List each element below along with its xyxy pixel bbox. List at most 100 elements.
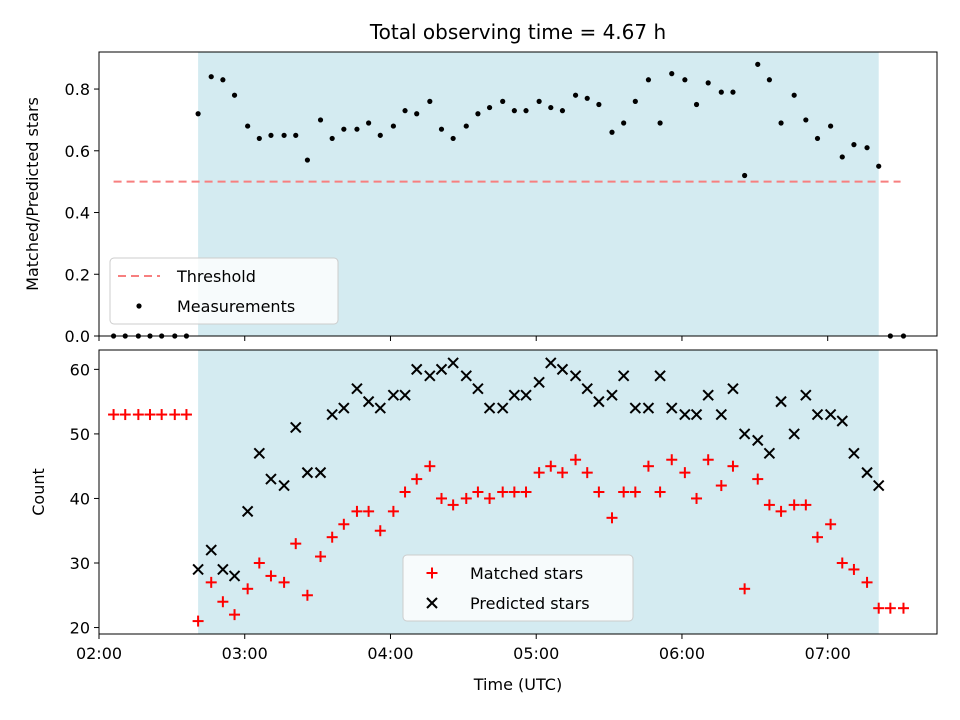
matched-star-point (387, 505, 399, 517)
measurement-point (682, 77, 688, 83)
y-tick-label: 0.0 (65, 327, 90, 346)
predicted-star-point (679, 408, 691, 421)
bottom-x-ticks: 02:00 03:00 04:00 05:00 06:00 07:00 (76, 634, 851, 663)
predicted-star-point (872, 479, 885, 492)
matched-star-point (180, 409, 192, 421)
predicted-star-point (290, 421, 302, 434)
matched-star-point (679, 467, 691, 479)
matched-star-point (727, 460, 739, 472)
measurement-point (596, 101, 602, 108)
matched-star-point (253, 557, 265, 569)
y-tick-label: 0.8 (65, 80, 90, 99)
measurement-point (427, 98, 433, 104)
predicted-star-point (702, 389, 714, 401)
predicted-star-point (775, 395, 787, 408)
matched-star-point (520, 486, 532, 498)
matched-star-point (606, 512, 618, 524)
predicted-star-point (399, 389, 411, 401)
legend-plus-marker (426, 567, 438, 579)
predicted-star-point (278, 479, 290, 492)
x-tick-label: 06:00 (659, 644, 705, 663)
measurement-point (366, 120, 372, 126)
predicted-star-point (569, 370, 582, 382)
predicted-star-point (861, 466, 873, 479)
predicted-star-point (606, 389, 618, 401)
top-y-ticks: 0.0 0.2 0.4 0.6 0.8 (65, 80, 99, 346)
y-tick-label: 30 (70, 554, 90, 573)
predicted-star-point (715, 408, 728, 421)
matched-star-point (108, 409, 120, 421)
matched-star-point (217, 596, 229, 608)
measurement-point (500, 98, 506, 104)
predicted-star-point (424, 370, 436, 382)
predicted-star-point (411, 363, 423, 376)
y-tick-label: 0.4 (65, 204, 90, 223)
bottom-y-axis-label: Count (29, 468, 48, 516)
matched-star-point (192, 615, 204, 627)
matched-star-point (593, 486, 605, 498)
measurement-point (341, 126, 347, 132)
matched-star-point (156, 409, 168, 421)
measurement-point (851, 142, 857, 148)
measurement-point (742, 172, 748, 179)
matched-star-point (629, 486, 641, 498)
matched-star-point (278, 576, 290, 588)
predicted-star-point (520, 389, 532, 401)
predicted-star-point (314, 466, 327, 479)
matched-star-point (848, 563, 860, 575)
y-tick-label: 20 (70, 619, 90, 638)
predicted-star-point (228, 570, 241, 582)
measurement-point (814, 135, 821, 142)
matched-star-point (205, 576, 217, 588)
matched-star-point (484, 492, 496, 504)
top-legend-box (109, 257, 339, 325)
matched-star-point (351, 505, 363, 517)
matched-star-point (290, 538, 302, 550)
matched-star-point (654, 486, 666, 498)
predicted-star-point (738, 428, 751, 440)
matched-star-point (132, 409, 144, 421)
x-tick-label: 05:00 (513, 644, 559, 663)
top-axes-frame (98, 51, 938, 337)
predicted-star-point (824, 408, 837, 421)
predicted-star-point (666, 402, 678, 414)
matched-star-point (435, 492, 447, 504)
measurement-point (572, 92, 579, 98)
measurement-point (730, 89, 736, 95)
matched-star-point (399, 486, 411, 498)
x-tick-label: 07:00 (805, 644, 851, 663)
legend-matched-label: Matched stars (470, 564, 583, 583)
matched-star-point (691, 492, 703, 504)
bottom-panel: 20 30 40 50 60 02:00 03:00 04:00 05:00 06:00 07:0… (29, 349, 938, 694)
measurement-point (390, 123, 396, 129)
legend-predicted-swatch (426, 597, 438, 609)
measurement-point (669, 71, 675, 77)
measurement-point (281, 132, 287, 138)
predicted-star-point (800, 389, 812, 401)
measurement-point (304, 157, 311, 163)
legend-threshold-label: Threshold (176, 267, 256, 286)
matched-star-point (873, 602, 885, 614)
chart-title: Total observing time = 4.67 h (369, 20, 666, 44)
predicted-star-point (241, 505, 254, 518)
predicted-star-point (629, 402, 642, 414)
predicted-star-point (205, 544, 217, 556)
matched-star-point (119, 409, 131, 421)
top-panel: 0.00.20.40.60.8 Matched/Predicted stars … (23, 51, 938, 346)
measurement-point (414, 111, 420, 117)
top-legend: Threshold Measurements (109, 257, 339, 325)
top-x-ticks (98, 336, 829, 341)
predicted-star-point (508, 389, 521, 401)
measurement-point (438, 126, 445, 132)
predicted-star-point (374, 402, 386, 414)
x-axis-label: Time (UTC) (473, 675, 562, 694)
predicted-star-point (326, 408, 338, 421)
matched-star-point (800, 499, 812, 511)
predicted-star-point (496, 402, 509, 414)
matched-star-point (642, 460, 654, 472)
matched-star-point (326, 531, 338, 543)
top-y-axis-label: Matched/Predicted stars (23, 97, 42, 291)
bottom-axes-frame (98, 349, 938, 635)
matched-star-point (618, 486, 630, 498)
legend-measurements-swatch (136, 303, 142, 309)
